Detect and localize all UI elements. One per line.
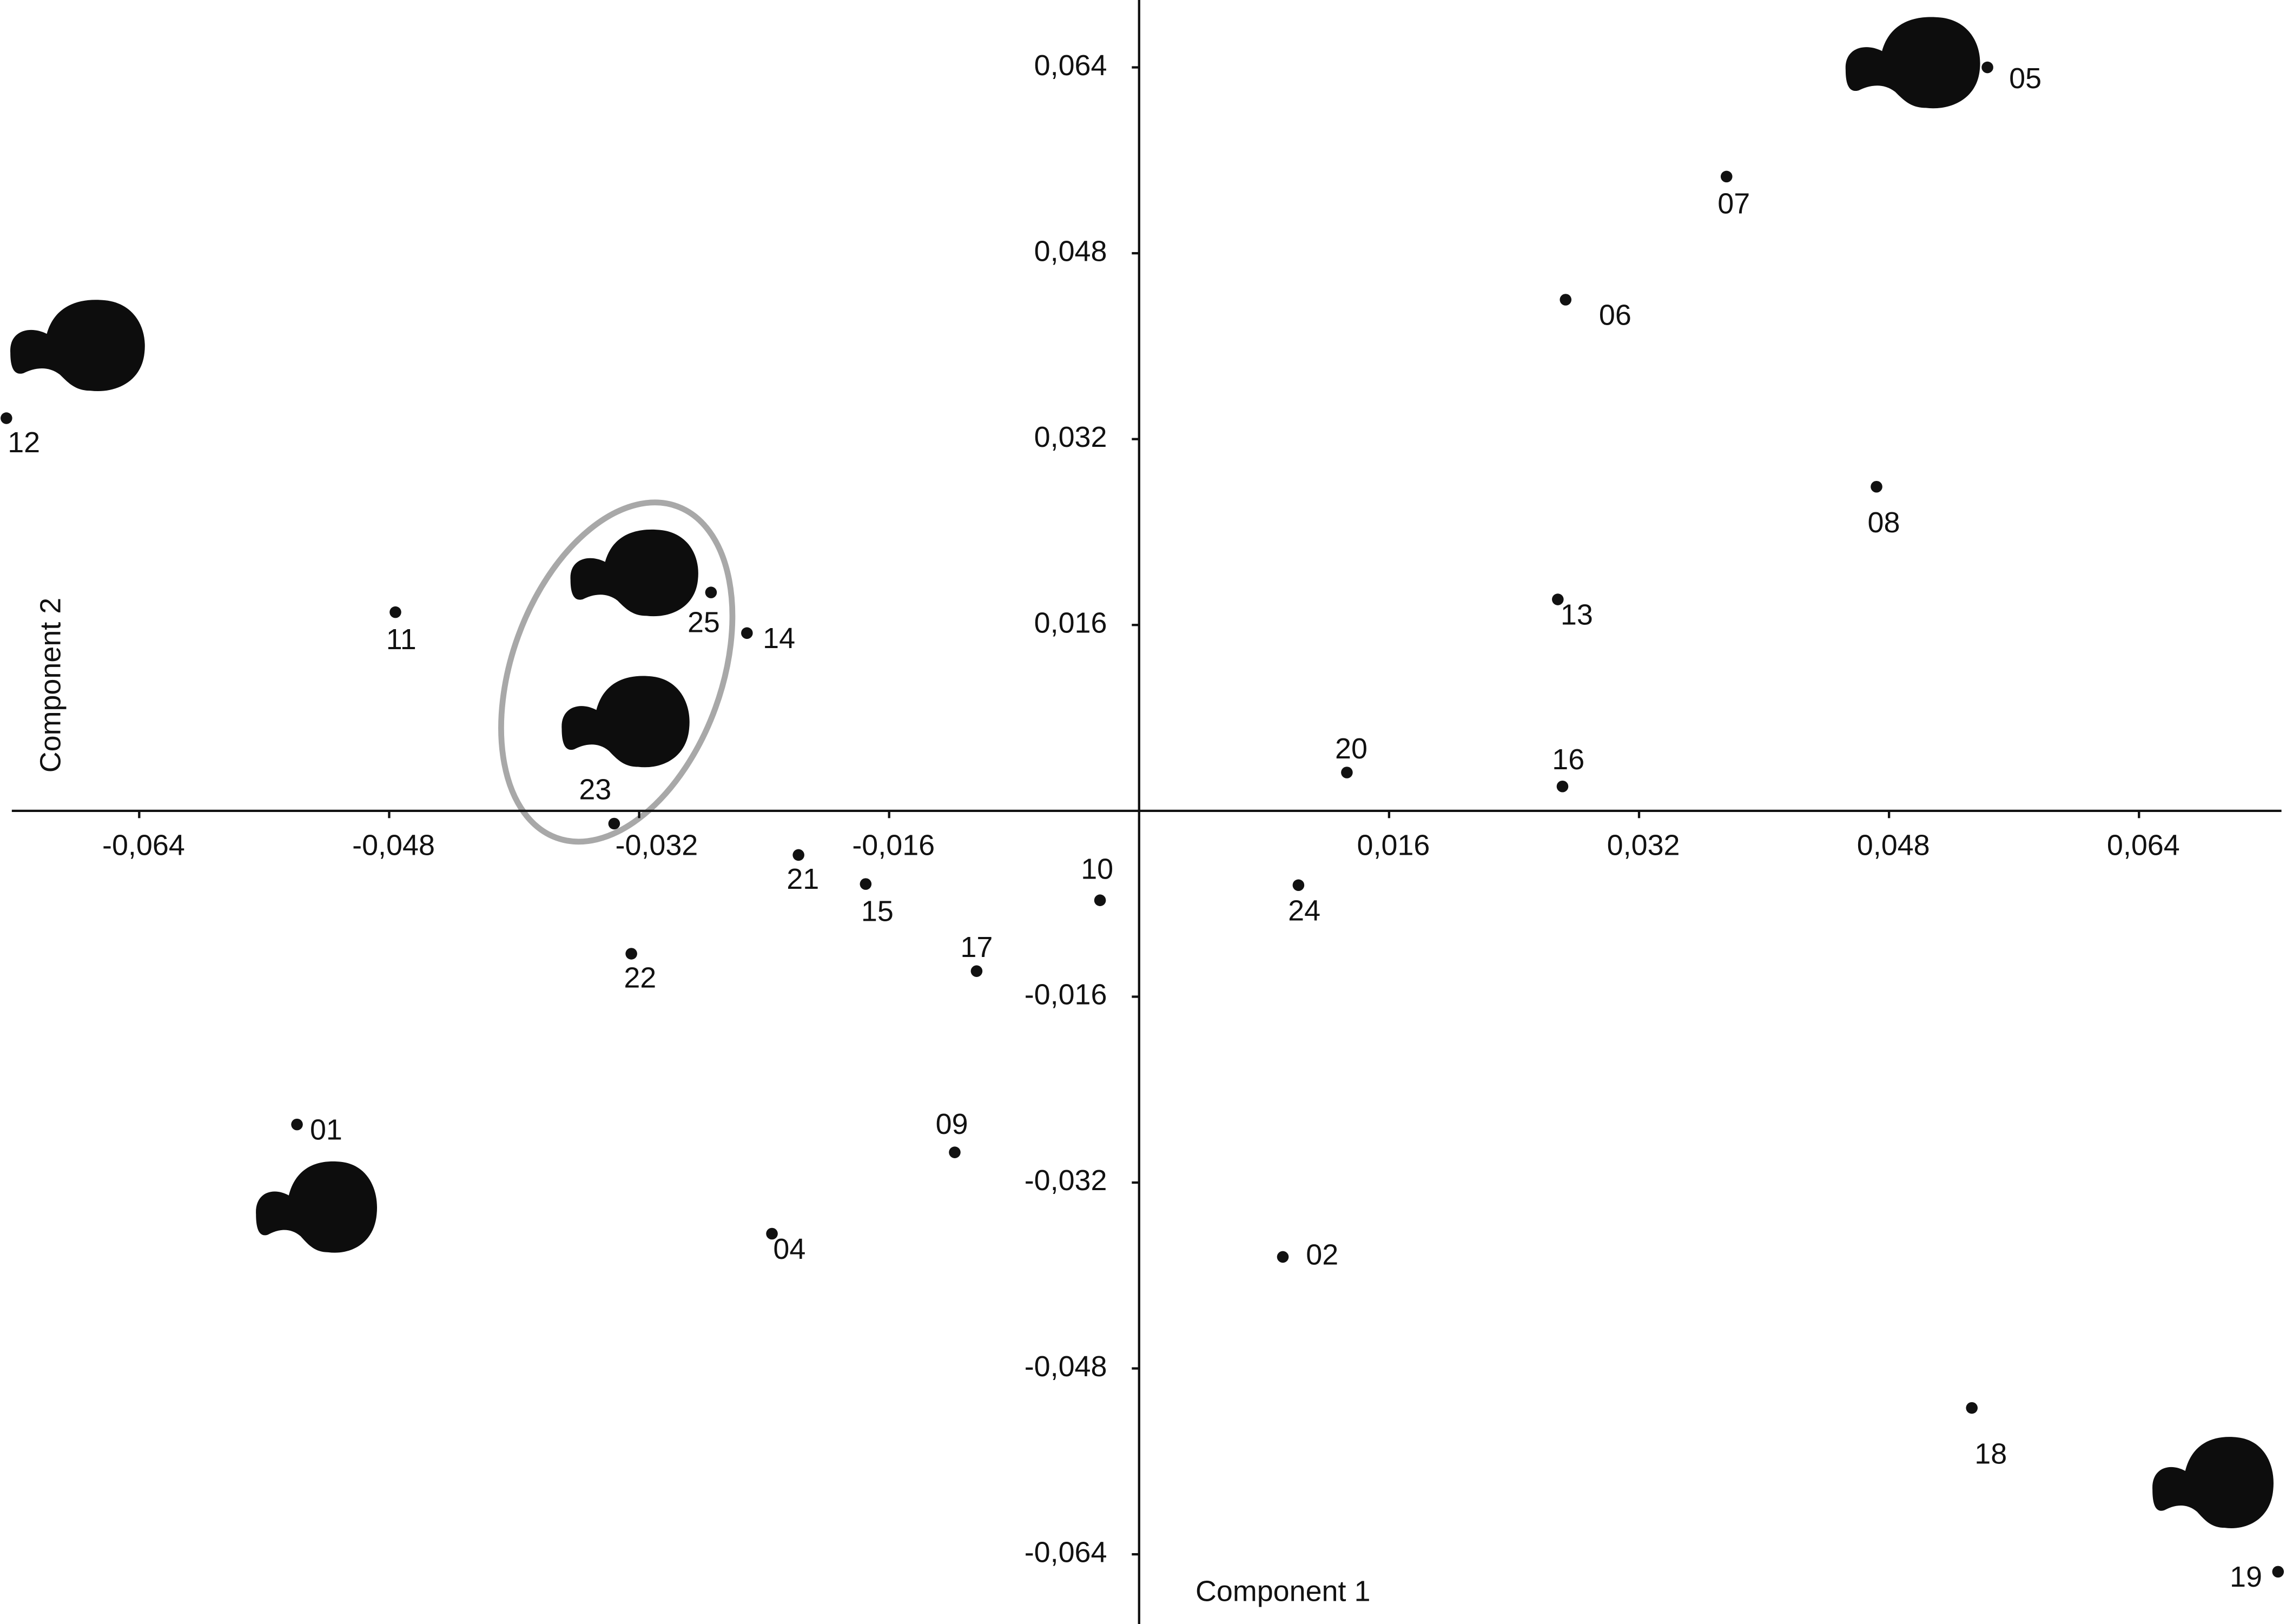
y-tick-label: 0,064 xyxy=(1034,49,1107,82)
y-tick-label: -0,016 xyxy=(1025,979,1107,1011)
point-label: 06 xyxy=(1599,299,1631,332)
x-tick-label: 0,048 xyxy=(1857,829,1930,861)
point xyxy=(792,849,804,861)
point xyxy=(1,412,12,424)
y-tick-label: -0,032 xyxy=(1025,1164,1107,1197)
shape-icon xyxy=(2152,1437,2274,1528)
point xyxy=(1556,780,1569,793)
highlight-ellipse xyxy=(498,499,736,845)
point-label: 04 xyxy=(773,1233,805,1265)
point-label: 25 xyxy=(688,606,720,639)
point-label: 14 xyxy=(763,622,795,655)
point-label: 07 xyxy=(1717,188,1750,220)
x-tick-label: -0,048 xyxy=(352,829,435,861)
y-tick-label: 0,016 xyxy=(1034,607,1107,639)
point xyxy=(1552,593,1564,605)
y-tick-label: 0,048 xyxy=(1034,235,1107,267)
point-label: 22 xyxy=(624,962,656,994)
point xyxy=(1966,1402,1978,1414)
point-label: 11 xyxy=(386,623,417,656)
point xyxy=(1871,480,1882,493)
point-label: 05 xyxy=(2009,62,2041,95)
point xyxy=(625,948,637,960)
shape-icon xyxy=(256,1161,378,1253)
point xyxy=(1292,879,1305,892)
point-label: 19 xyxy=(2230,1561,2262,1593)
point-label: 18 xyxy=(1974,1438,2007,1470)
shape-icon xyxy=(561,676,690,768)
point-label: 02 xyxy=(1306,1239,1338,1271)
point xyxy=(860,878,872,890)
point-label: 09 xyxy=(936,1108,968,1140)
point xyxy=(1341,767,1353,778)
point-label: 10 xyxy=(1081,853,1113,886)
x-tick-label: 0,032 xyxy=(1607,829,1680,861)
point-label: 13 xyxy=(1561,599,1593,631)
point xyxy=(970,965,983,977)
point-label: 15 xyxy=(861,895,894,927)
x-tick-label: -0,064 xyxy=(102,829,185,861)
point-label: 24 xyxy=(1288,895,1320,927)
x-axis-label: Component 1 xyxy=(1195,1575,1370,1608)
shape-icon xyxy=(1845,17,1980,109)
point-label: 01 xyxy=(310,1113,342,1146)
y-tick-label: -0,048 xyxy=(1025,1350,1107,1383)
point xyxy=(741,627,753,639)
y-tick-label: -0,064 xyxy=(1025,1536,1107,1568)
shape-icon xyxy=(570,529,698,617)
x-tick-label: 0,016 xyxy=(1357,829,1430,861)
point xyxy=(608,817,620,830)
point-label: 08 xyxy=(1868,506,1900,539)
point xyxy=(1560,294,1572,306)
shape-icon xyxy=(10,300,145,392)
point-label: 17 xyxy=(960,931,993,963)
point-label: 20 xyxy=(1335,732,1367,765)
point xyxy=(291,1118,303,1131)
point xyxy=(1981,61,1993,74)
point xyxy=(705,586,717,598)
y-axis-label: Component 2 xyxy=(35,598,67,773)
point-label: 12 xyxy=(8,426,40,459)
point xyxy=(2272,1566,2284,1578)
point xyxy=(949,1146,961,1158)
x-tick-label: -0,016 xyxy=(852,829,935,861)
x-tick-label: -0,032 xyxy=(616,829,698,861)
point xyxy=(389,606,401,618)
y-tick-label: 0,032 xyxy=(1034,421,1107,453)
point xyxy=(1094,894,1106,906)
point xyxy=(1277,1251,1289,1263)
point-label: 23 xyxy=(579,773,611,806)
point xyxy=(766,1227,778,1240)
x-tick-label: 0,064 xyxy=(2107,829,2180,861)
point-label: 21 xyxy=(787,863,819,895)
point xyxy=(1720,170,1733,183)
point-label: 16 xyxy=(1552,743,1584,776)
